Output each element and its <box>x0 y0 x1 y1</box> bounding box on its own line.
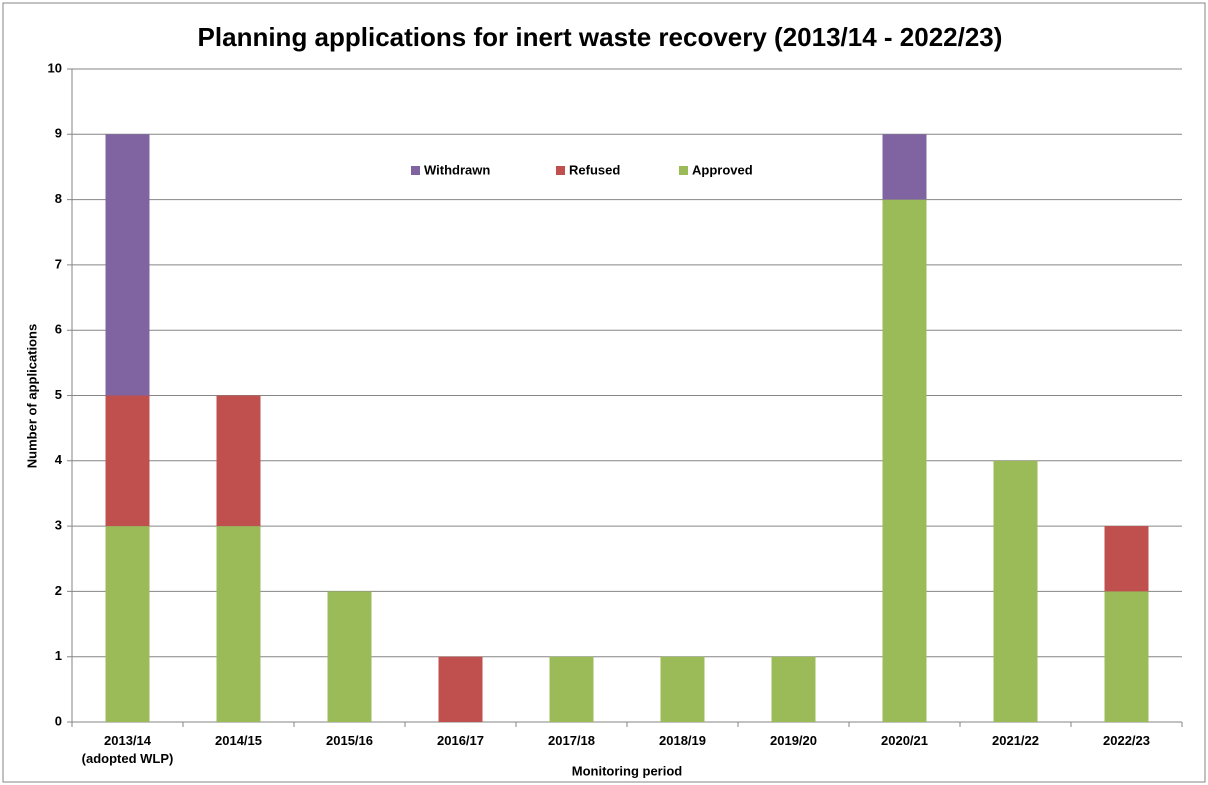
x-tick-label: 2019/20 <box>770 733 817 748</box>
x-tick-label: 2021/22 <box>992 733 1039 748</box>
x-tick-line: 2021/22 <box>992 733 1039 748</box>
legend-swatch <box>679 166 688 175</box>
legend-label: Withdrawn <box>424 162 490 177</box>
bar-segment <box>105 526 150 722</box>
x-tick-line: 2014/15 <box>215 733 262 748</box>
legend-swatch <box>556 166 565 175</box>
x-tick-line: 2020/21 <box>881 733 928 748</box>
y-tick-label: 8 <box>55 191 62 206</box>
x-tick-label: 2022/23 <box>1103 733 1150 748</box>
x-tick-line: 2019/20 <box>770 733 817 748</box>
bar-segment <box>105 395 150 527</box>
y-tick-label: 3 <box>55 518 62 533</box>
y-tick-label: 10 <box>48 60 62 75</box>
y-tick-label: 1 <box>55 648 62 663</box>
x-tick-label: 2018/19 <box>659 733 706 748</box>
bar-segment <box>1104 591 1149 722</box>
y-tick-label: 5 <box>55 387 62 402</box>
bar-segment <box>105 134 150 396</box>
legend-swatch <box>411 166 420 175</box>
x-tick-line: 2013/14 <box>104 733 152 748</box>
legend-label: Approved <box>692 162 753 177</box>
y-axis-label: Number of applications <box>24 324 39 468</box>
x-tick-line: 2018/19 <box>659 733 706 748</box>
x-tick-label: 2016/17 <box>437 733 484 748</box>
bar-segment <box>327 591 372 722</box>
x-tick-line: 2022/23 <box>1103 733 1150 748</box>
x-tick-line: 2016/17 <box>437 733 484 748</box>
x-tick-label: 2015/16 <box>326 733 373 748</box>
x-tick-label: 2020/21 <box>881 733 928 748</box>
chart-title: Planning applications for inert waste re… <box>198 22 1003 52</box>
x-tick-label: 2013/14 (adopted WLP) <box>82 733 174 766</box>
y-tick-label: 7 <box>55 256 62 271</box>
x-axis-label: Monitoring period <box>572 763 683 778</box>
bar-segment <box>438 656 483 722</box>
y-tick-label: 4 <box>55 452 63 467</box>
x-tick-line: (adopted WLP) <box>82 751 174 766</box>
x-tick-label: 2017/18 <box>548 733 595 748</box>
bar-segment <box>1104 526 1149 592</box>
legend-label: Refused <box>569 162 620 177</box>
y-tick-label: 2 <box>55 583 62 598</box>
bar-segment <box>660 656 705 722</box>
y-tick-label: 6 <box>55 322 62 337</box>
bar-segment <box>216 395 261 527</box>
bar-segment <box>882 199 927 723</box>
x-tick-label: 2014/15 <box>215 733 262 748</box>
bar-segment <box>549 656 594 722</box>
x-tick-line: 2017/18 <box>548 733 595 748</box>
bar-segment <box>216 526 261 722</box>
y-tick-label: 9 <box>55 126 62 141</box>
x-tick-line: 2015/16 <box>326 733 373 748</box>
y-tick-label: 0 <box>55 713 62 728</box>
bar-segment <box>771 656 816 722</box>
bar-segment <box>993 460 1038 722</box>
bar-segment <box>882 134 927 200</box>
